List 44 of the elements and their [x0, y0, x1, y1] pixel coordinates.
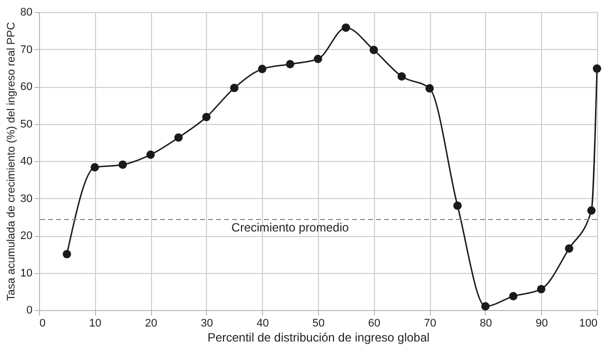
point — [342, 23, 350, 32]
point — [286, 60, 294, 68]
point — [587, 206, 596, 215]
x-tick-label: 70 — [424, 318, 436, 330]
y-tick-label: 40 — [20, 156, 32, 168]
point — [258, 64, 266, 74]
x-tick-label: 30 — [200, 318, 214, 330]
point — [370, 46, 378, 54]
point — [425, 84, 434, 93]
point — [481, 302, 490, 310]
point — [453, 202, 462, 210]
x-tick-label: 100 — [579, 318, 598, 330]
point — [230, 84, 238, 92]
y-axis-title: Tasa acumulada de crecimiento (%) del ingreso real PPC — [5, 22, 18, 301]
point — [564, 244, 574, 253]
point — [90, 163, 99, 172]
y-tick-label: 20 — [20, 230, 32, 242]
point — [537, 284, 546, 294]
x-tick-label: 10 — [89, 318, 102, 330]
point — [146, 150, 155, 159]
y-tick-label: 60 — [20, 81, 32, 93]
y-tick-label: 0 — [26, 304, 32, 316]
x-tick-label: 60 — [368, 318, 380, 330]
x-axis-title: Percentil de distribución de ingreso global — [207, 330, 430, 344]
point — [592, 64, 602, 73]
point — [174, 133, 183, 142]
x-tick-label: 20 — [144, 318, 158, 330]
ref-line-label: Crecimiento promedio — [231, 220, 350, 234]
x-tick-label: 90 — [536, 318, 548, 330]
point — [62, 250, 72, 258]
y-tick-label: 70 — [20, 44, 32, 56]
x-tick-label: 80 — [480, 318, 492, 330]
x-tick-label: 0 — [40, 318, 46, 330]
x-tick-label: 40 — [256, 318, 269, 330]
point — [398, 72, 406, 81]
y-tick-label: 80 — [20, 6, 32, 18]
y-tick-label: 10 — [20, 267, 32, 280]
x-tick-label: 50 — [312, 318, 325, 330]
point — [314, 54, 322, 64]
point — [118, 160, 127, 169]
point — [509, 292, 518, 300]
y-tick-label: 50 — [20, 118, 32, 130]
point — [202, 112, 211, 122]
y-tick-label: 30 — [20, 192, 32, 205]
